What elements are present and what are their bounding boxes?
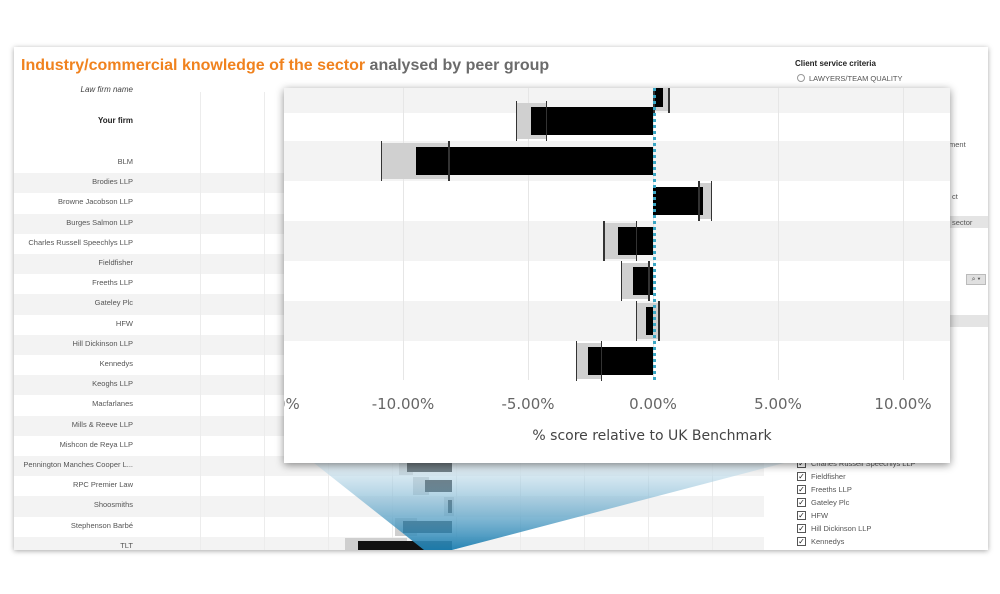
score-bar	[415, 147, 653, 175]
range-whisker	[600, 341, 602, 381]
title-highlight: Industry/commercial knowledge of the sec…	[21, 57, 366, 74]
firm-name: Freeths LLP	[92, 278, 133, 288]
x-tick-label: 5.00%	[754, 395, 802, 413]
x-axis-label: % score relative to UK Benchmark	[532, 428, 772, 444]
score-bar	[588, 347, 653, 375]
range-whisker	[620, 261, 622, 301]
checkbox-label: Hill Dickinson LLP	[811, 524, 872, 533]
table-row: BLM	[14, 153, 764, 173]
firm-name: Gateley Plc	[94, 298, 133, 308]
firm-name: Browne Jacobson LLP	[57, 197, 133, 207]
firm-name: Pennington Manches Cooper L...	[23, 460, 133, 469]
checkbox[interactable]: ✓	[797, 524, 806, 533]
zoom-gridline	[903, 88, 904, 380]
table-row: Mishcon de Reya LLP	[14, 436, 764, 456]
table-row: Freeths LLP	[14, 274, 764, 294]
filter-search-button[interactable]: ⌕ ▾	[966, 274, 986, 285]
law-firm-name-header: Law firm name	[80, 85, 133, 94]
firm-name: Kennedys	[99, 359, 133, 368]
zoom-gridline	[778, 88, 779, 380]
range-whisker	[448, 141, 450, 181]
firm-name: TLT	[120, 540, 133, 550]
criteria-option-fragment: sector	[952, 218, 973, 227]
x-tick-label: -5.00%	[501, 395, 555, 413]
firm-name: Stephenson Barbé	[70, 520, 133, 530]
table-row: Stephenson Barbé	[14, 517, 764, 537]
score-bar	[653, 88, 663, 107]
search-icon: ⌕ ▾	[971, 276, 981, 283]
criteria-radio[interactable]	[797, 74, 805, 82]
firm-name: Mills & Reeve LLP	[71, 419, 133, 429]
bar	[358, 540, 452, 550]
score-bar	[633, 267, 653, 295]
firm-name: RPC Premier Law	[72, 480, 133, 490]
gridline	[200, 92, 201, 550]
firm-name: Brodies LLP	[92, 177, 133, 187]
zoom-gridline	[528, 88, 529, 380]
checkbox-label: Freeths LLP	[811, 485, 852, 494]
firm-name: Hill Dickinson LLP	[72, 338, 133, 348]
range-whisker	[635, 221, 637, 261]
firm-name: HFW	[115, 318, 133, 328]
zoom-gridline	[403, 88, 404, 380]
zoom-row	[284, 301, 950, 341]
x-tick-label: 10.00%	[874, 395, 932, 413]
checkbox[interactable]: ✓	[797, 511, 806, 520]
gridline	[264, 92, 265, 550]
x-tick-label: 0.00%	[629, 395, 677, 413]
checkbox-label: Kennedys	[811, 537, 845, 546]
table-row: RPC Premier Law	[14, 476, 764, 496]
benchmark-line	[653, 88, 656, 380]
range-whisker	[545, 101, 547, 141]
range-whisker	[635, 301, 637, 341]
checkbox[interactable]: ✓	[797, 472, 806, 481]
firm-name: Mishcon de Reya LLP	[59, 439, 133, 449]
table-row: Macfarlanes	[14, 395, 764, 415]
criteria-option-fragment: ment	[949, 140, 966, 149]
firm-name: Charles Russell Speechlys LLP	[28, 237, 133, 247]
table-row: Browne Jacobson LLP	[14, 193, 764, 213]
checkbox[interactable]: ✓	[797, 498, 806, 507]
range-whisker	[648, 261, 650, 301]
range-whisker	[603, 221, 605, 261]
range-whisker	[575, 341, 577, 381]
table-row: Charles Russell Speechlys LLP	[14, 234, 764, 254]
range-whisker	[380, 141, 382, 181]
score-bar	[653, 187, 703, 215]
zoom-callout: 0% -10.00% -5.00% 0.00% 5.00% 10.00% % score …	[284, 88, 950, 463]
range-whisker	[658, 301, 660, 341]
firm-name: Burges Salmon LLP	[66, 217, 133, 227]
criteria-title: Client service criteria	[795, 59, 876, 68]
checkbox-label: HFW	[811, 511, 829, 520]
zoom-row	[284, 181, 950, 221]
page-title: Industry/commercial knowledge of the sec…	[21, 57, 549, 75]
firm-name: Shoosmiths	[93, 500, 133, 510]
zoom-connector	[314, 463, 784, 550]
criteria-option-label: LAWYERS/TEAM QUALITY	[809, 74, 903, 83]
checkbox-label: Fieldfisher	[811, 472, 846, 481]
checkbox-label: Charles Russell Speechlys LLP	[811, 459, 916, 468]
table-row: Kennedys	[14, 355, 764, 375]
range-whisker	[698, 181, 700, 221]
checkbox-label: Gateley Plc	[811, 498, 850, 507]
range-whisker	[515, 101, 517, 141]
criteria-option-fragment: ct	[952, 192, 958, 201]
x-tick-label: -10.00%	[371, 395, 435, 413]
zoom-row	[284, 261, 950, 301]
score-bar	[530, 107, 653, 135]
checkbox[interactable]: ✓	[797, 537, 806, 546]
x-tick-label: 0%	[284, 395, 300, 413]
range-whisker	[668, 88, 670, 113]
title-rest: analysed by peer group	[365, 57, 550, 74]
range-whisker	[710, 181, 712, 221]
firm-name: Keoghs LLP	[92, 379, 133, 389]
table-row: HFW	[14, 315, 764, 335]
firm-name: Fieldfisher	[98, 258, 133, 267]
firm-name: Macfarlanes	[92, 399, 133, 409]
firm-name: BLM	[117, 157, 133, 166]
your-firm-label: Your firm	[98, 116, 133, 125]
score-bar	[645, 307, 653, 335]
checkbox[interactable]: ✓	[797, 485, 806, 494]
